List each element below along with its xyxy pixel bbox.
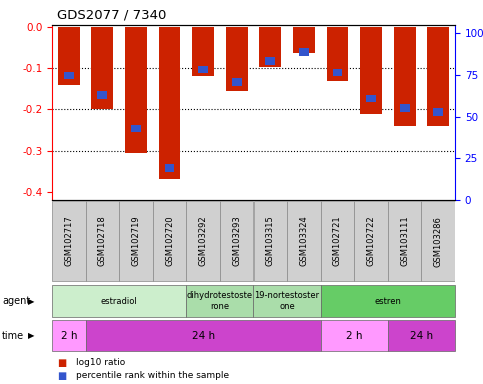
Text: ▶: ▶	[28, 296, 34, 306]
Bar	[327, 27, 348, 81]
Text: GSM103292: GSM103292	[199, 216, 208, 266]
Text: percentile rank within the sample: percentile rank within the sample	[76, 371, 229, 380]
Text: estradiol: estradiol	[101, 296, 138, 306]
Text: GSM103315: GSM103315	[266, 216, 275, 266]
Text: GSM102722: GSM102722	[367, 216, 376, 266]
Bar	[400, 104, 410, 112]
Bar	[64, 72, 74, 79]
FancyBboxPatch shape	[287, 201, 321, 281]
FancyBboxPatch shape	[186, 201, 220, 281]
FancyBboxPatch shape	[254, 201, 287, 281]
Text: 2 h: 2 h	[346, 331, 363, 341]
Bar	[433, 108, 443, 116]
Bar	[165, 164, 174, 172]
Text: GSM102719: GSM102719	[131, 216, 141, 266]
FancyBboxPatch shape	[321, 201, 354, 281]
FancyBboxPatch shape	[355, 201, 388, 281]
Bar	[293, 27, 315, 53]
Bar	[299, 48, 309, 56]
Text: ▶: ▶	[28, 331, 34, 340]
Text: 24 h: 24 h	[410, 331, 433, 341]
Bar	[192, 27, 214, 76]
FancyBboxPatch shape	[119, 201, 153, 281]
Bar	[226, 27, 248, 91]
Bar	[265, 57, 275, 65]
Text: 24 h: 24 h	[192, 331, 214, 341]
Text: log10 ratio: log10 ratio	[76, 358, 126, 367]
Bar	[158, 27, 181, 179]
Bar	[91, 27, 114, 109]
FancyBboxPatch shape	[85, 201, 119, 281]
Text: ■: ■	[57, 371, 66, 381]
Text: GSM103111: GSM103111	[400, 216, 409, 266]
Text: GSM103324: GSM103324	[299, 216, 308, 266]
Text: 19-nortestoster
one: 19-nortestoster one	[255, 291, 320, 311]
FancyBboxPatch shape	[220, 201, 254, 281]
Text: GDS2077 / 7340: GDS2077 / 7340	[57, 8, 166, 21]
FancyBboxPatch shape	[153, 201, 186, 281]
Text: time: time	[2, 331, 24, 341]
Text: estren: estren	[374, 296, 401, 306]
Text: GSM103293: GSM103293	[232, 216, 241, 266]
Bar	[125, 27, 147, 153]
Bar	[232, 78, 242, 86]
Bar	[198, 66, 208, 73]
Text: GSM102717: GSM102717	[64, 216, 73, 266]
FancyBboxPatch shape	[422, 201, 455, 281]
Bar	[131, 125, 141, 132]
FancyBboxPatch shape	[388, 201, 421, 281]
Bar	[98, 91, 107, 99]
FancyBboxPatch shape	[52, 201, 85, 281]
Bar	[427, 27, 449, 126]
Bar	[360, 27, 382, 114]
Text: agent: agent	[2, 296, 30, 306]
Bar	[259, 27, 281, 68]
Text: 2 h: 2 h	[60, 331, 77, 341]
Text: ■: ■	[57, 358, 66, 368]
Text: GSM102718: GSM102718	[98, 216, 107, 266]
Text: GSM103286: GSM103286	[434, 216, 443, 266]
Bar	[366, 94, 376, 102]
Bar	[394, 27, 415, 126]
Text: GSM102721: GSM102721	[333, 216, 342, 266]
Bar	[58, 27, 80, 85]
Text: dihydrotestoste
rone: dihydrotestoste rone	[187, 291, 253, 311]
Bar	[333, 69, 342, 76]
Text: GSM102720: GSM102720	[165, 216, 174, 266]
